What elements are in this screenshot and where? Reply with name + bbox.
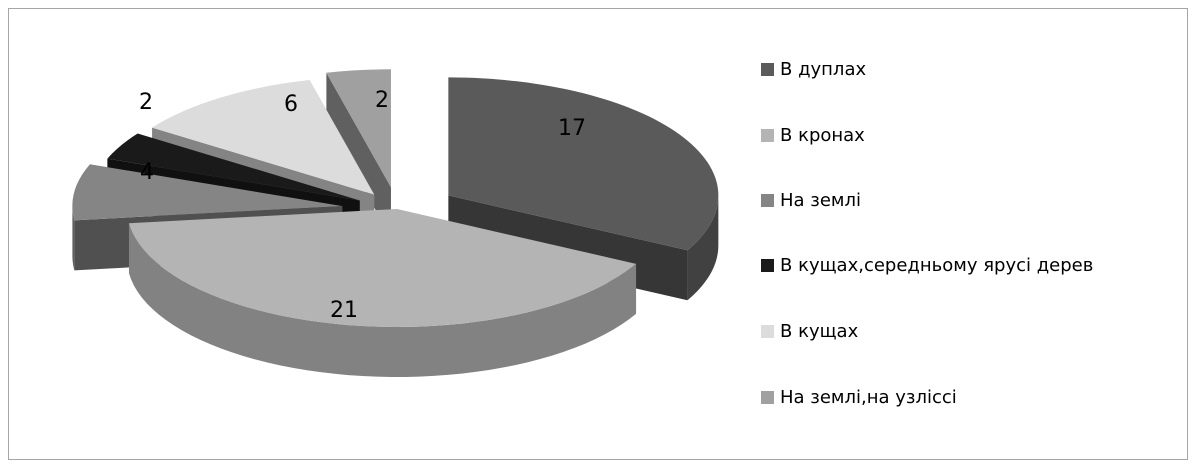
legend-item-5: В кущах [761, 316, 858, 346]
data-label-1: 17 [558, 116, 586, 141]
data-label-6: 2 [375, 88, 389, 113]
pie-slice-2-top [128, 209, 637, 327]
legend-item-1: В дуплах [761, 54, 866, 84]
legend-item-2: В кронах [761, 120, 865, 150]
legend-swatch-1 [761, 62, 774, 76]
pie-slice-1-side [687, 195, 719, 301]
pie-slice-4-top [107, 133, 360, 201]
legend-label-4: В кущах,середньому ярусі дерев [780, 254, 1094, 276]
legend-swatch-4 [761, 258, 774, 272]
legend-swatch-3 [761, 193, 774, 207]
data-label-2: 21 [330, 298, 358, 323]
pie-slice-3-top [72, 164, 343, 221]
legend-item-3: На землі [761, 185, 861, 215]
legend-label-6: На землі,на узліссі [780, 386, 957, 408]
pie-slice-1-top [448, 77, 719, 251]
pie-chart: 17 21 4 2 6 2 [72, 69, 719, 377]
pie-slice-2-side [128, 223, 637, 377]
pie-slice-6-top [326, 69, 391, 188]
legend-item-4: В кущах,середньому ярусі дерев [761, 250, 1093, 280]
legend-swatch-6 [761, 390, 774, 404]
data-label-4: 2 [139, 90, 153, 115]
legend-label-5: В кущах [780, 320, 859, 342]
pie-slice-3-side [72, 206, 75, 271]
legend-label-2: В кронах [780, 124, 865, 146]
legend-label-3: На землі [780, 189, 862, 211]
pie-slice-2 [128, 209, 637, 377]
legend-swatch-5 [761, 324, 774, 338]
data-label-3: 4 [140, 160, 154, 185]
data-label-5: 6 [284, 92, 298, 117]
chart-area: 17 21 4 2 6 2 В дуплах В кронах На землі В ку… [8, 8, 1188, 460]
legend-swatch-2 [761, 128, 774, 142]
pie-slice-6 [326, 69, 391, 238]
pie-slice-6-face [326, 72, 391, 238]
legend-label-1: В дуплах [780, 58, 867, 80]
pie-slice-5-top [152, 80, 375, 195]
legend-item-6: На землі,на узліссі [761, 382, 957, 412]
